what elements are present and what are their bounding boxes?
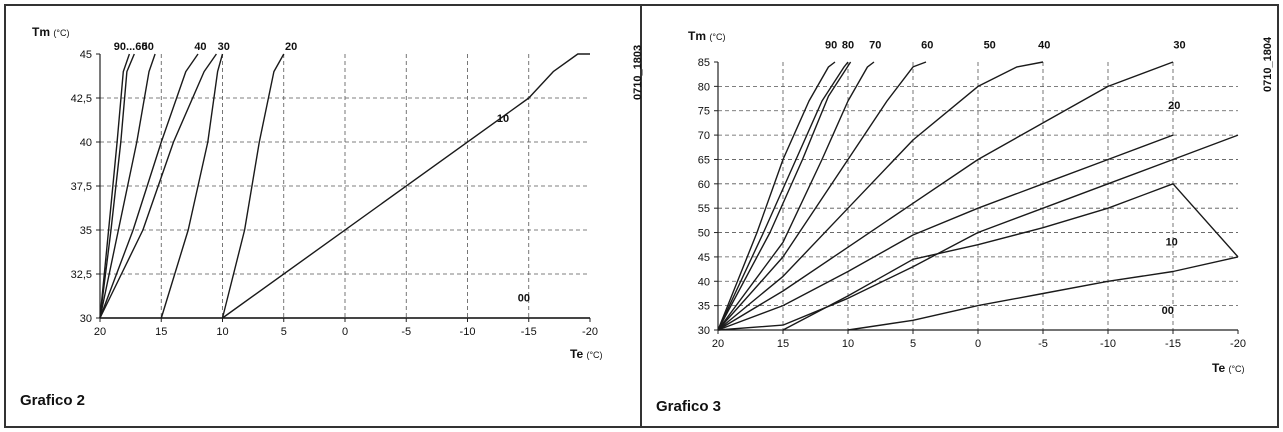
chart-2-y-tick-label: 60 <box>698 179 710 191</box>
chart-2-x-tick-label: 0 <box>975 338 981 350</box>
chart-2-series-label: 20 <box>1168 100 1180 112</box>
chart-2-series-label: 50 <box>984 39 996 51</box>
chart-2-y-tick-label: 65 <box>698 154 710 166</box>
chart-2-series-label: 70 <box>869 39 881 51</box>
chart-2-series-label: 60 <box>921 39 933 51</box>
chart-2-series-10 <box>782 183 1239 331</box>
chart-2-y-tick-label: 40 <box>698 276 710 288</box>
chart-1-x-tick-label: -5 <box>401 326 411 338</box>
chart-2-y-axis-label: Tm (°C) <box>688 29 725 43</box>
chart-1-series-20 <box>221 53 285 319</box>
chart-2-x-tick-label: -10 <box>1100 338 1116 350</box>
chart-2-series-label: 00 <box>1162 305 1174 317</box>
chart-2-series-60 <box>717 61 927 331</box>
chart-2-x-tick-label: 10 <box>842 338 854 350</box>
chart-2-y-tick-label: 75 <box>698 106 710 118</box>
chart-2-series-30 <box>717 134 1174 331</box>
chart-2-y-tick-label: 30 <box>698 325 710 337</box>
chart-1-y-tick-label: 35 <box>80 225 92 237</box>
chart-2-series-unlabeled-2 <box>717 61 852 331</box>
chart-2-y-axis-unit: (°C) <box>709 32 725 42</box>
chart-1-x-tick-label: 5 <box>281 326 287 338</box>
chart-2-series-50 <box>717 61 1044 331</box>
chart-1-y-tick-label: 37,5 <box>71 181 92 193</box>
chart-2-x-axis-unit: (°C) <box>1228 364 1244 374</box>
chart-1-x-tick-label: 20 <box>94 326 106 338</box>
chart-1-y-tick-label: 40 <box>80 137 92 149</box>
chart-1-caption: Grafico 2 <box>20 392 86 409</box>
chart-1-x-axis-label: Te (°C) <box>570 347 603 361</box>
chart-2-y-tick-label: 35 <box>698 301 710 313</box>
chart-2-series-label: 10 <box>1166 237 1178 249</box>
chart-1-x-axis-unit: (°C) <box>586 350 602 360</box>
chart-2-y-tick-label: 70 <box>698 130 710 142</box>
chart-1-x-tick-label: 10 <box>216 326 228 338</box>
chart-2-x-tick-label: -20 <box>1230 338 1246 350</box>
chart-2-series-40 <box>717 61 1174 331</box>
chart-2-series-label: 40 <box>1038 39 1050 51</box>
chart-1-series-30 <box>99 53 217 319</box>
chart-1-series-label: 10 <box>497 113 509 125</box>
chart-1-series-label: 40 <box>194 41 206 53</box>
panel-divider <box>640 4 642 428</box>
chart-1-series-label: 50 <box>142 41 154 53</box>
chart-1-y-axis-label: Tm (°C) <box>32 25 69 39</box>
chart-2-series-label: 30 <box>1173 39 1185 51</box>
chart-1-x-tick-label: 15 <box>155 326 167 338</box>
chart-2-y-tick-label: 80 <box>698 81 710 93</box>
chart-1-series-label: 90...60 <box>114 41 148 53</box>
chart-1-x-tick-label: -20 <box>582 326 598 338</box>
chart-1-y-tick-label: 32,5 <box>71 269 92 281</box>
chart-2-x-tick-label: -15 <box>1165 338 1181 350</box>
chart-1-x-tick-label: -10 <box>460 326 476 338</box>
chart-1-code: 0710_1803 <box>632 44 644 100</box>
chart-1-series-10 <box>222 53 590 319</box>
chart-1-y-axis-unit: (°C) <box>53 28 69 38</box>
chart-2-caption: Grafico 3 <box>656 398 722 415</box>
chart-2-series-00 <box>847 256 1239 331</box>
chart-2-series-80 <box>717 61 849 331</box>
chart-1-series-unlabeled-1 <box>99 53 135 319</box>
chart-2-series-90 <box>717 61 836 331</box>
chart-1-series-40 <box>99 53 199 319</box>
chart-2-x-tick-label: 5 <box>910 338 916 350</box>
chart-2-series-20 <box>717 134 1239 331</box>
chart-1-y-tick-label: 45 <box>80 49 92 61</box>
chart-2-y-tick-label: 45 <box>698 252 710 264</box>
chart-2-x-tick-label: 15 <box>777 338 789 350</box>
chart-1-series-label: 00 <box>518 293 530 305</box>
chart-1-series-9060 <box>99 53 131 319</box>
chart-1-series-label: 30 <box>218 41 230 53</box>
chart-1-y-tick-label: 30 <box>80 313 92 325</box>
chart-1-series-unlabeled-5 <box>160 53 224 319</box>
chart-1-x-tick-label: 0 <box>342 326 348 338</box>
chart-2-x-tick-label: -5 <box>1038 338 1048 350</box>
chart-2-code: 0710_1804 <box>1262 36 1274 92</box>
chart-1-x-tick-label: -15 <box>521 326 537 338</box>
chart-2-y-tick-label: 50 <box>698 228 710 240</box>
chart-2-x-tick-label: 20 <box>712 338 724 350</box>
chart-2-series-label: 80 <box>842 39 854 51</box>
chart-2-y-tick-label: 85 <box>698 57 710 69</box>
chart-2-series-label: 90 <box>825 39 837 51</box>
chart-2-series-70 <box>717 61 875 331</box>
chart-1-series-50 <box>99 53 156 319</box>
chart-2-y-tick-label: 55 <box>698 203 710 215</box>
chart-1-y-tick-label: 42,5 <box>71 93 92 105</box>
chart-1-series-label: 20 <box>285 41 297 53</box>
chart-2-x-axis-label: Te (°C) <box>1212 361 1245 375</box>
